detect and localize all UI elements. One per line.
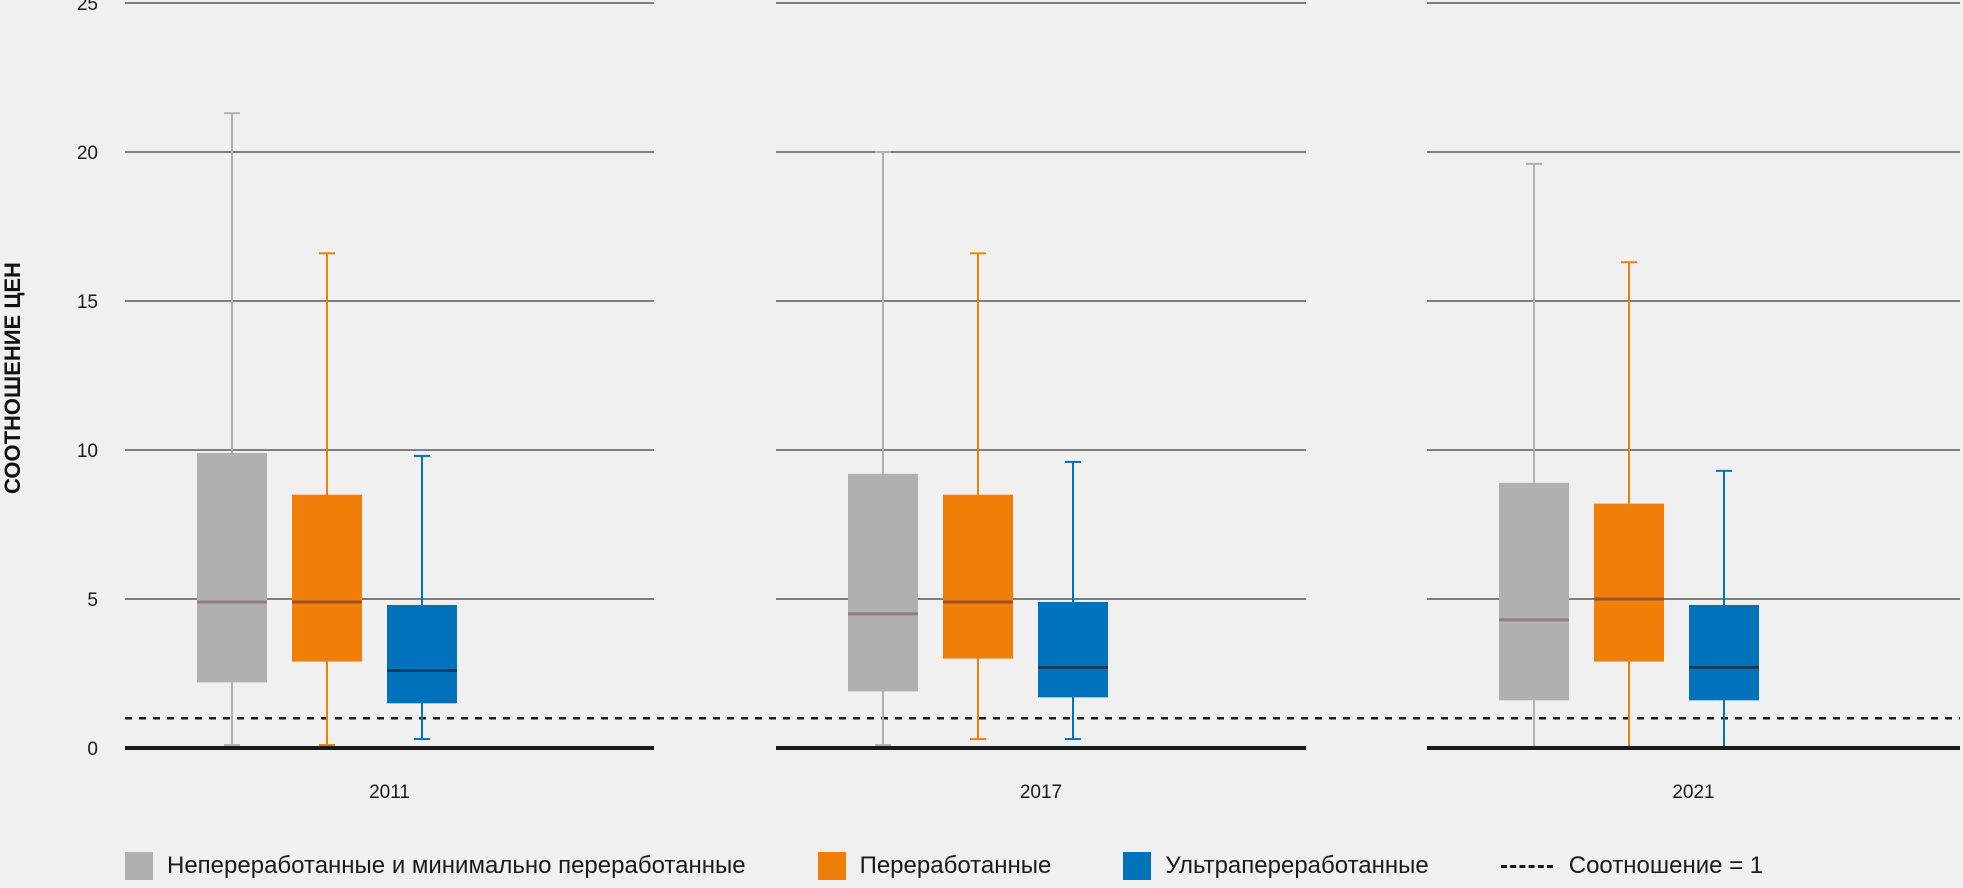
box-2021-series-0 — [1499, 162, 1569, 749]
box-2021-series-1 — [1594, 261, 1664, 749]
box-iqr — [1594, 503, 1664, 662]
y-tick-label: 5 — [87, 590, 98, 611]
y-axis-title: СООТНОШЕНИЕ ЦЕН — [0, 262, 25, 494]
y-tick-label: 20 — [77, 143, 98, 164]
box-iqr — [1499, 482, 1569, 701]
box-2011-series-0 — [197, 112, 267, 747]
y-axis-ticks: 0 5 10 15 20 25 — [77, 0, 98, 760]
x-group-label: 2017 — [1020, 782, 1062, 803]
x-group-label: 2011 — [369, 782, 410, 803]
box-iqr — [1689, 604, 1759, 701]
legend-swatch-orange — [817, 852, 846, 880]
x-axis-group-labels: 2011 2017 2021 — [369, 782, 1715, 803]
y-tick-label: 0 — [87, 739, 98, 760]
box-iqr — [292, 494, 362, 662]
legend-label-ratio: Соотношение = 1 — [1568, 852, 1764, 879]
legend-label-ultraprocessed: Ультрапереработанные — [1165, 852, 1429, 879]
boxes — [197, 112, 1759, 749]
box-2017-series-2 — [1038, 460, 1108, 741]
legend-swatch-gray — [125, 852, 153, 880]
box-iqr — [1038, 601, 1108, 698]
gridlines — [125, 2, 1960, 600]
y-tick-label: 10 — [77, 441, 98, 462]
x-group-label: 2021 — [1672, 782, 1714, 803]
box-2021-series-2 — [1689, 469, 1759, 749]
box-2011-series-2 — [387, 454, 457, 741]
legend-item-unprocessed: Непереработанные и минимально переработа… — [125, 852, 746, 880]
box-iqr — [943, 494, 1013, 659]
boxplot-chart: 0 5 10 15 20 25 2011 2017 2021 СООТНОШЕНИЕ ЦЕН — [0, 0, 1960, 803]
legend: Непереработанные и минимально переработа… — [125, 848, 1763, 884]
y-tick-label: 25 — [77, 0, 98, 15]
legend-item-ratio-line: Соотношение = 1 — [1500, 852, 1764, 880]
legend-dashed-line-icon — [1500, 864, 1553, 868]
box-iqr — [387, 604, 457, 704]
legend-item-processed: Переработанные — [817, 852, 1052, 880]
y-tick-label: 15 — [77, 292, 98, 313]
legend-swatch-blue — [1123, 852, 1152, 880]
box-iqr — [197, 452, 267, 683]
box-2017-series-0 — [848, 151, 918, 747]
box-iqr — [848, 473, 918, 692]
legend-label-processed: Переработанные — [859, 852, 1052, 879]
legend-label-unprocessed: Непереработанные и минимально переработа… — [167, 852, 746, 879]
box-2017-series-1 — [943, 252, 1013, 741]
box-2011-series-1 — [292, 252, 362, 747]
legend-item-ultraprocessed: Ультрапереработанные — [1123, 852, 1429, 880]
